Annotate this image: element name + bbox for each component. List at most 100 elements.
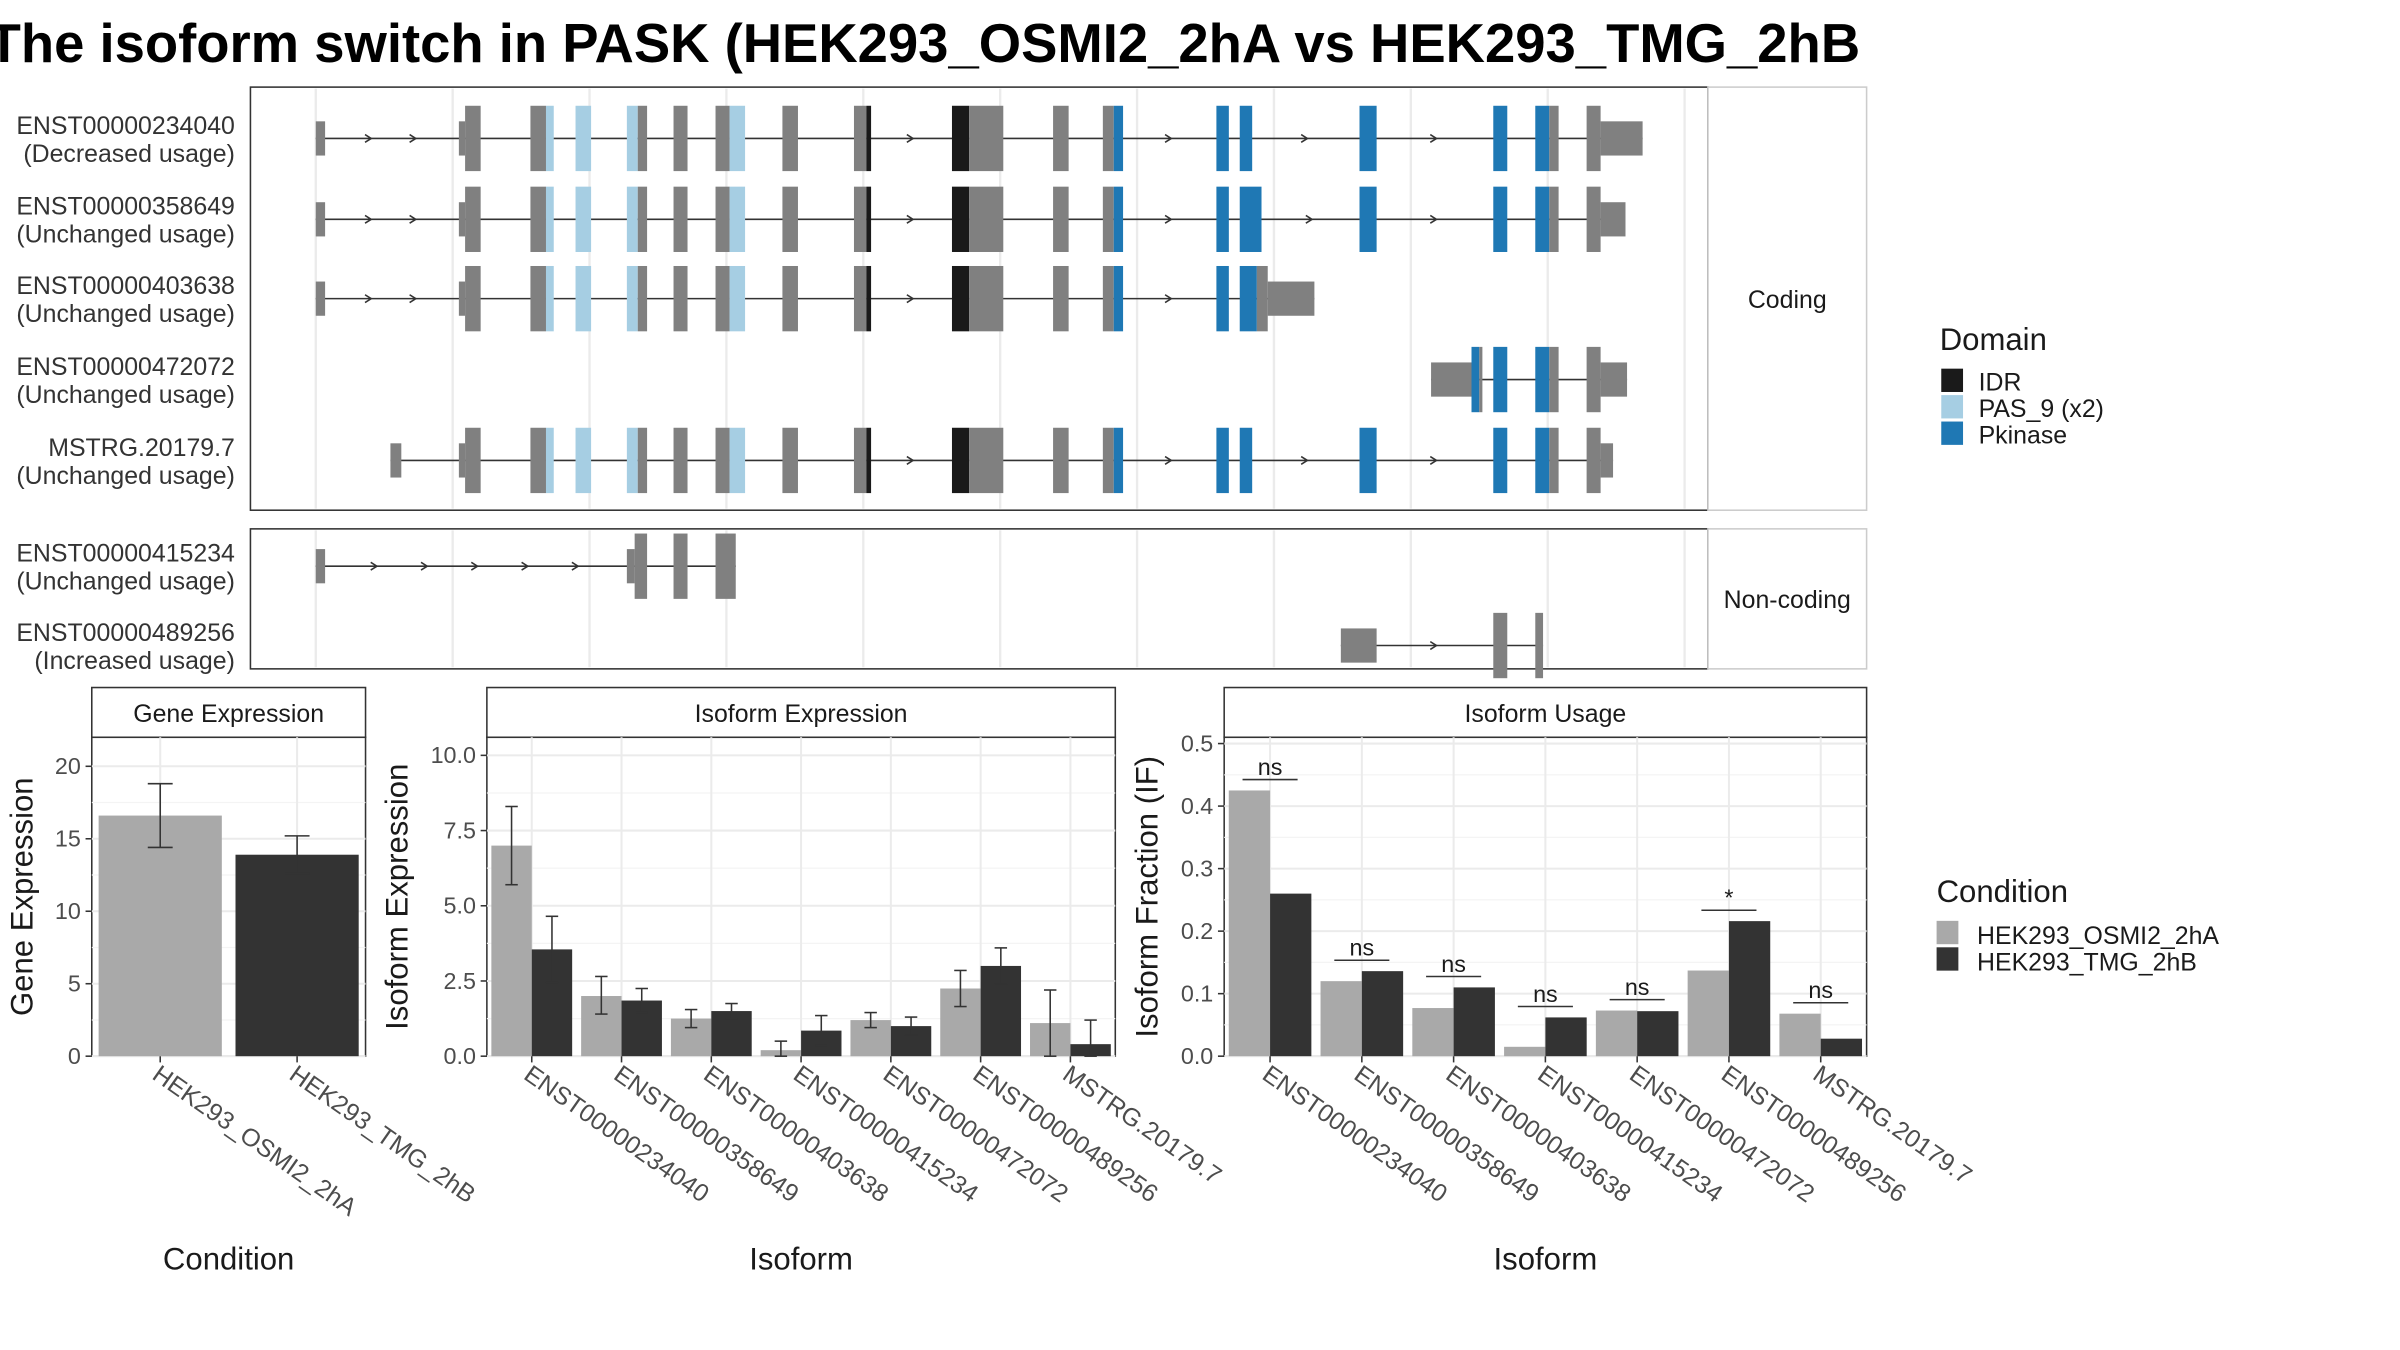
exon-block [465,186,481,252]
exon-block [1216,186,1229,252]
bar [1228,790,1271,1057]
transcript-id-label: ENST00000415234 [16,540,235,568]
exon-block [1113,265,1124,332]
legend-swatch-cond-a [1936,920,1959,945]
exon-block [1586,346,1601,413]
significance-label: ns [1350,935,1375,961]
exon-block [626,186,638,252]
significance-label: * [1724,885,1733,911]
transcript-usage-label: (Unchanged usage) [16,568,235,596]
exon-block [1359,186,1377,252]
exon-block [951,186,970,252]
exon-block [575,105,592,172]
utr-block [626,549,635,584]
condition-legend: Condition HEK293_OSMI2_2hA HEK293_TMG_2h… [1936,874,2219,977]
exon-block [465,105,481,172]
y-tick-label: 0.0 [1181,1043,1213,1069]
exon-block [530,186,546,252]
facet-strip [486,686,1117,739]
noncoding-panel-frame [249,528,1709,670]
exon-block [715,427,730,494]
significance-label: ns [1625,974,1650,1000]
utr-block [315,281,326,316]
utr-block [458,443,466,478]
exon-block [1493,427,1508,494]
exon-block [673,186,688,252]
y-axis-title: Isoform Expression [380,764,415,1030]
bar [1545,1017,1587,1057]
exon-block [1586,105,1601,172]
exon-block [1239,186,1262,252]
exon-block [969,105,1004,172]
bar [1320,981,1362,1057]
exon-block [1549,105,1559,172]
significance-label: ns [1533,981,1558,1007]
exon-block [1535,427,1550,494]
transcript-id-label: ENST00000472072 [16,353,235,381]
exon-block [1535,612,1544,679]
transcript-usage-label: (Increased usage) [34,647,235,675]
exon-block [715,533,736,599]
intron-arrow [521,561,530,571]
exon-block [866,186,872,252]
exon-block [1239,105,1253,172]
bar [1595,1010,1638,1057]
domain-legend: Domain IDR PAS_9 (x2) Pkinase [1940,322,2104,449]
y-tick-label: 0.0 [444,1043,476,1069]
significance-label: ns [1441,951,1466,977]
exon-block [530,265,546,332]
y-tick-label: 2.5 [444,968,476,994]
y-axis-title: Isoform Fraction (IF) [1129,756,1164,1038]
exon-block [1549,427,1559,494]
legend-label-cond-b: HEK293_TMG_2hB [1977,949,2197,977]
exon-block [1535,186,1550,252]
exon-block [1493,612,1508,679]
exon-block [729,265,746,332]
exon-block [1471,346,1480,413]
transcript-tracks [315,105,1643,679]
legend-swatch-pas9 [1941,395,1964,419]
bar [98,815,222,1057]
exon-block [715,186,730,252]
isoform-usage-chart: Isoform Usage0.00.10.20.30.40.5ENST00000… [1129,686,1977,1276]
bar [1637,1011,1679,1057]
exon-block [637,105,648,172]
intron-arrow [470,561,480,571]
exon-block [1549,186,1559,252]
exon-block [673,427,688,494]
exon-block [1535,105,1550,172]
utr-block [1600,202,1626,237]
noncoding-strip-label: Non-coding [1724,586,1851,614]
y-tick-label: 0.4 [1181,793,1213,819]
exon-block [1216,427,1229,494]
facet-strip [1223,686,1868,739]
bar [1270,893,1312,1057]
utr-block [1431,362,1472,397]
y-axis-title: Gene Expression [5,777,40,1016]
exon-block [1053,265,1069,332]
exon-block [969,265,1004,332]
intron-arrow [409,294,418,304]
intron-arrow [409,133,418,143]
exon-block [637,186,648,252]
intron-arrow [364,214,373,224]
y-tick-label: 0.2 [1181,918,1213,944]
significance-label: ns [1808,977,1833,1003]
exon-block [1216,265,1229,332]
utr-block [1600,121,1643,156]
y-tick-label: 10.0 [431,742,476,768]
utr-block [458,121,466,156]
x-axis-title: Isoform [1494,1241,1598,1276]
exon-block [782,265,798,332]
bar [1728,921,1771,1057]
bar [1779,1013,1821,1057]
exon-block [782,427,798,494]
intron-arrow [420,561,429,571]
y-tick-label: 15 [55,826,81,852]
intron-arrow [1164,294,1173,304]
exon-block [465,265,481,332]
exon-block [1359,427,1377,494]
intron-arrow [1164,214,1173,224]
exon-block [866,427,872,494]
